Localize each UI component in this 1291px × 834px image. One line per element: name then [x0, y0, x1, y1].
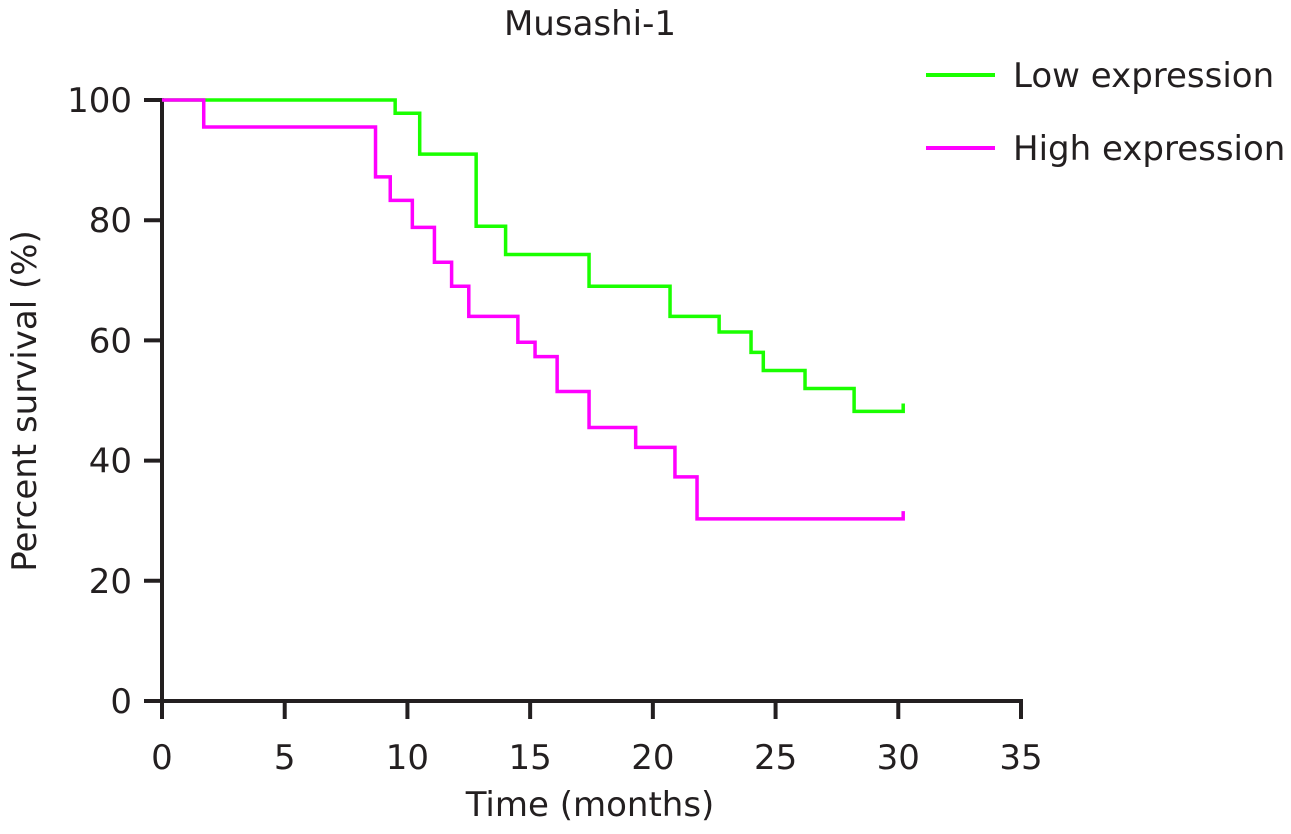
x-tick-label: 10 [386, 738, 429, 778]
x-tick-label: 20 [631, 738, 674, 778]
legend-label-high-expression: High expression [1013, 129, 1285, 169]
series-layer [162, 98, 905, 521]
legend: Low expression High expression [926, 56, 1285, 169]
series-low-expression-line [162, 98, 905, 414]
y-tick-label: 40 [89, 442, 132, 482]
y-axis-label: Percent survival (%) [5, 230, 45, 572]
y-tick-label: 60 [89, 321, 132, 361]
x-tick-label: 30 [877, 738, 920, 778]
x-tick-label: 15 [509, 738, 552, 778]
x-axis-label: Time (months) [465, 785, 715, 825]
x-tick-label: 35 [999, 738, 1042, 778]
axes: 0 20 40 60 80 100 0 5 10 15 20 25 30 35 [67, 81, 1043, 778]
y-tick-label: 20 [89, 562, 132, 602]
x-tick-label: 5 [274, 738, 296, 778]
y-tick-label: 100 [67, 81, 132, 121]
x-tick-label: 25 [754, 738, 797, 778]
series-high-expression-line [162, 98, 905, 521]
legend-label-low-expression: Low expression [1013, 56, 1274, 96]
y-tick-label: 80 [89, 201, 132, 241]
chart-title: Musashi-1 [504, 4, 676, 44]
y-tick-label: 0 [110, 682, 132, 722]
x-tick-label: 0 [151, 738, 173, 778]
